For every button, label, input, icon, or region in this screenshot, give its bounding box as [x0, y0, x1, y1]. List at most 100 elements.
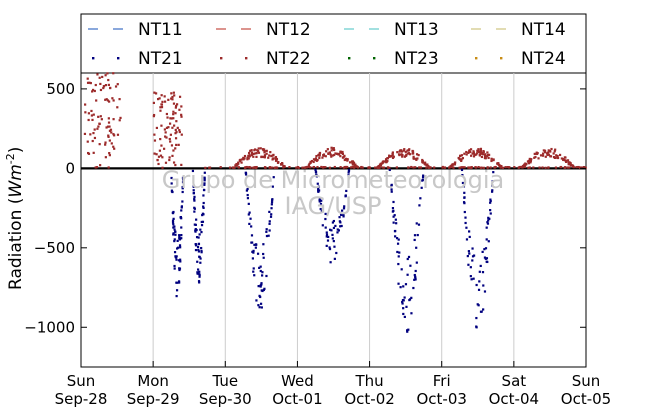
nt21-point	[406, 330, 409, 333]
legend-label: NT21	[138, 49, 183, 69]
nt22-point	[178, 108, 181, 111]
nt21-point	[415, 222, 418, 225]
x-tick-label-day: Sun	[572, 372, 601, 390]
nt21-point	[198, 255, 201, 259]
nt22-point	[479, 151, 483, 154]
nt21-point	[463, 210, 466, 214]
nt22-point	[257, 151, 261, 154]
nt22-point	[457, 156, 460, 160]
nt21-point	[410, 312, 413, 315]
nt22-point	[544, 155, 547, 158]
nt22-point	[248, 155, 251, 158]
nt22-point	[169, 133, 172, 136]
nt21-point	[270, 207, 273, 210]
nt22-point	[400, 153, 403, 156]
nt21-point	[200, 246, 203, 250]
nt22-point	[575, 166, 578, 169]
x-axis: SunSep-28MonSep-29TueSep-30WedOct-01ThuO…	[55, 361, 611, 408]
nt22-point	[344, 165, 348, 169]
nt21-point	[345, 189, 348, 193]
legend-label: NT24	[521, 49, 566, 69]
nt22-point	[106, 72, 109, 75]
nt21-point	[489, 201, 492, 204]
nt21-point	[194, 229, 197, 232]
nt21-point	[400, 268, 403, 271]
nt22-point	[176, 126, 179, 129]
nt22-point	[339, 155, 342, 158]
nt22-point	[459, 166, 462, 169]
nt22-point	[421, 160, 424, 163]
nt22-point	[568, 166, 571, 169]
nt21-point	[265, 234, 269, 238]
nt21-point	[271, 185, 274, 188]
nt22-point	[377, 165, 380, 168]
nt22-point	[267, 156, 270, 159]
nt22-point	[422, 161, 425, 164]
nt21-point	[268, 220, 271, 223]
nt21-point	[267, 234, 270, 237]
x-tick-label-day: Tue	[211, 372, 238, 390]
nt22-point	[99, 88, 103, 92]
nt21-point	[331, 233, 334, 236]
nt22-point	[271, 158, 274, 161]
nt22-point	[316, 166, 319, 169]
nt22-point	[312, 166, 315, 169]
nt21-point	[340, 209, 344, 212]
nt22-point	[99, 115, 102, 118]
nt22-point	[326, 148, 329, 151]
nt22-point	[104, 141, 107, 144]
nt21-point	[404, 283, 408, 286]
nt21-point	[390, 183, 393, 186]
nt21-point	[174, 255, 177, 259]
nt21-point	[340, 224, 343, 228]
nt22-point	[159, 154, 163, 157]
nt22-point	[559, 165, 562, 169]
nt21-point	[489, 212, 492, 215]
nt22-point	[156, 98, 160, 101]
nt22-point	[340, 151, 343, 154]
nt22-point	[174, 132, 177, 135]
nt22-point	[116, 133, 120, 136]
nt22-point	[250, 154, 254, 157]
nt22-point	[112, 133, 115, 136]
nt21-point	[194, 228, 197, 231]
nt22-point	[388, 155, 391, 158]
y-tick-label: −1000	[24, 318, 75, 336]
nt22-point	[406, 149, 409, 152]
nt22-point	[501, 166, 505, 169]
nt22-point	[90, 109, 93, 113]
nt22-point	[104, 74, 107, 77]
nt22-point	[417, 153, 420, 157]
nt22-point	[178, 129, 181, 132]
nt21-point	[202, 194, 205, 197]
nt22-point	[170, 117, 173, 120]
nt22-point	[231, 166, 234, 169]
nt22-point	[273, 166, 276, 169]
nt22-point	[382, 160, 385, 163]
nt22-point	[333, 165, 336, 169]
nt22-point	[568, 161, 571, 164]
nt22-point	[498, 164, 501, 167]
nt22-point	[106, 125, 110, 128]
nt21-point	[270, 213, 273, 216]
nt21-point	[171, 221, 175, 224]
nt21-point	[478, 280, 481, 283]
nt21-point	[407, 255, 411, 259]
nt22-point	[173, 94, 176, 97]
nt21-point	[171, 212, 175, 215]
nt22-point	[469, 148, 473, 151]
nt21-point	[197, 280, 201, 283]
nt21-point	[261, 271, 264, 274]
nt21-point	[478, 270, 481, 273]
nt21-point	[259, 302, 263, 305]
nt22-point	[154, 92, 158, 95]
nt22-point	[548, 149, 552, 153]
nt22-point	[408, 153, 412, 156]
nt22-point	[460, 159, 463, 163]
nt21-point	[178, 281, 181, 284]
nt22-point	[479, 147, 483, 150]
nt22-point	[532, 166, 535, 169]
nt22-point	[101, 75, 104, 79]
nt22-point	[276, 166, 279, 169]
